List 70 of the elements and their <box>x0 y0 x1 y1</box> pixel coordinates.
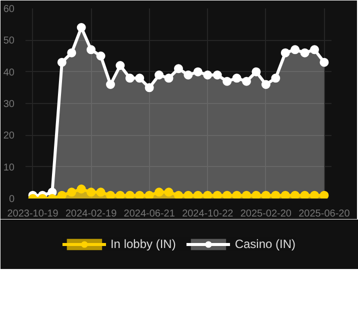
point <box>280 190 290 198</box>
point <box>290 190 300 198</box>
x-tick-label: 2023-10-19 <box>7 208 59 220</box>
legend-label: In lobby (IN) <box>110 237 176 251</box>
point <box>310 190 319 198</box>
point <box>116 61 125 70</box>
point <box>125 190 134 198</box>
point <box>125 74 134 83</box>
point <box>106 190 115 198</box>
point <box>193 67 202 76</box>
point <box>252 190 261 198</box>
point <box>144 83 154 92</box>
point <box>106 80 115 89</box>
point <box>174 64 183 74</box>
point <box>184 190 193 198</box>
point <box>320 58 329 67</box>
point <box>222 190 232 198</box>
point <box>261 80 270 89</box>
point <box>135 74 144 83</box>
point <box>76 23 86 32</box>
point <box>67 188 76 197</box>
point <box>154 70 164 80</box>
point <box>290 45 300 54</box>
point <box>96 188 106 197</box>
point <box>300 190 310 198</box>
y-tick-label: 10 <box>3 162 15 174</box>
point <box>76 184 86 194</box>
point <box>212 190 222 198</box>
x-tick-label: 2024-02-19 <box>65 208 118 220</box>
point <box>86 188 96 197</box>
point <box>310 45 319 54</box>
y-tick-label: 20 <box>3 130 15 142</box>
point <box>232 74 242 83</box>
y-tick-label: 50 <box>3 36 15 47</box>
point <box>86 45 96 54</box>
point <box>154 188 164 197</box>
x-tick-label: 2025-06-20 <box>298 208 350 220</box>
y-tick-label: 0 <box>8 194 15 205</box>
y-tick-label: 40 <box>3 67 15 78</box>
point <box>96 52 106 60</box>
point <box>164 188 174 197</box>
point <box>261 190 270 198</box>
point <box>300 48 310 58</box>
point <box>280 48 290 58</box>
legend-label: Casino (IN) <box>234 237 296 251</box>
point <box>116 190 125 198</box>
point <box>203 190 212 198</box>
point <box>184 70 193 80</box>
x-tick-label: 2025-02-20 <box>240 208 292 220</box>
point <box>67 48 76 58</box>
point <box>242 76 251 86</box>
point <box>232 190 242 198</box>
point <box>320 190 329 198</box>
point <box>252 67 261 76</box>
point <box>271 190 280 198</box>
point <box>174 190 183 198</box>
y-tick-label: 30 <box>3 99 15 110</box>
x-tick-label: 2024-06-21 <box>124 208 176 220</box>
point <box>271 74 280 83</box>
point <box>144 190 154 198</box>
point <box>222 76 232 86</box>
point <box>212 70 222 80</box>
point <box>193 190 202 198</box>
point <box>135 190 144 198</box>
point <box>203 70 212 80</box>
y-tick-label: 60 <box>3 4 15 15</box>
point <box>242 190 251 198</box>
point <box>164 74 174 83</box>
x-tick-label: 2024-10-22 <box>182 208 234 220</box>
point <box>57 58 66 67</box>
